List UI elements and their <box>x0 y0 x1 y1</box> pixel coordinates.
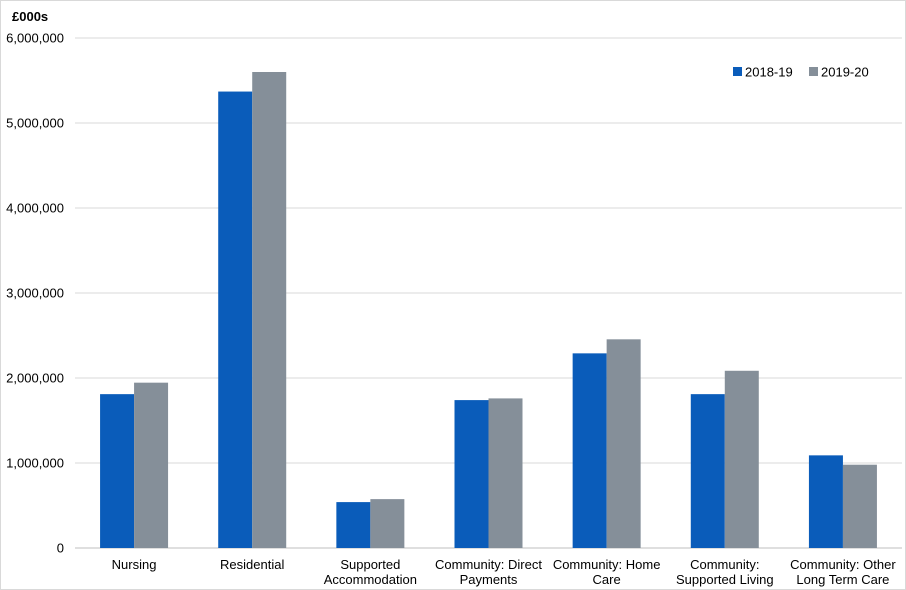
bar-2018-19 <box>336 502 371 548</box>
y-tick-label: 3,000,000 <box>6 286 64 301</box>
x-tick-label: Residential <box>220 557 284 572</box>
y-tick-label: 2,000,000 <box>6 371 64 386</box>
x-tick-label-line: Long Term Care <box>796 572 889 587</box>
bar-2019-20 <box>488 398 523 548</box>
bars <box>100 72 877 549</box>
x-tick-label-line: Accommodation <box>324 572 417 587</box>
x-tick-label-line: Care <box>593 572 621 587</box>
bar-2018-19 <box>100 394 135 548</box>
legend-label: 2019-20 <box>821 65 869 80</box>
bar-2019-20 <box>606 339 641 548</box>
x-tick-label-line: Community: Direct <box>435 557 542 572</box>
y-axis-unit-label: £000s <box>12 9 48 24</box>
legend: 2018-19 2019-20 <box>733 65 869 80</box>
bar-2019-20 <box>842 464 877 548</box>
y-axis-ticks: 0 1,000,000 2,000,000 3,000,000 4,000,000 5,0… <box>6 31 64 556</box>
legend-swatch <box>733 67 742 76</box>
x-tick-label: Community: Other Long Term Care <box>790 557 896 587</box>
x-tick-label: Nursing <box>112 557 157 572</box>
x-tick-label-line: Nursing <box>112 557 157 572</box>
y-tick-label: 4,000,000 <box>6 201 64 216</box>
x-tick-label: Community: Direct Payments <box>435 557 542 587</box>
bar-2019-20 <box>252 72 287 548</box>
bar-2018-19 <box>690 394 725 548</box>
bar-2019-20 <box>134 382 169 548</box>
x-tick-label-line: Community: Other <box>790 557 896 572</box>
bar-2018-19 <box>218 91 253 549</box>
x-tick-label-line: Community: <box>690 557 759 572</box>
bar-2018-19 <box>572 353 607 548</box>
x-tick-label-line: Payments <box>460 572 518 587</box>
y-tick-label: 5,000,000 <box>6 116 64 131</box>
bar-2019-20 <box>724 370 759 548</box>
legend-label: 2018-19 <box>745 65 793 80</box>
x-tick-label-line: Supported Living <box>676 572 774 587</box>
x-tick-label-line: Community: Home <box>553 557 661 572</box>
bar-2019-20 <box>370 499 405 548</box>
x-tick-label-line: Residential <box>220 557 284 572</box>
bar-2018-19 <box>808 455 843 548</box>
legend-swatch <box>809 67 818 76</box>
x-tick-label-line: Supported <box>340 557 400 572</box>
bar-2018-19 <box>454 400 489 548</box>
x-tick-label: Supported Accommodation <box>324 557 417 587</box>
x-axis-ticks: Nursing Residential Supported Accommodation… <box>112 557 897 587</box>
x-tick-label: Community: Supported Living <box>676 557 774 587</box>
y-tick-label: 1,000,000 <box>6 456 64 471</box>
x-tick-label: Community: Home Care <box>553 557 661 587</box>
y-tick-label: 0 <box>57 541 64 556</box>
gridlines <box>75 37 902 549</box>
y-tick-label: 6,000,000 <box>6 31 64 46</box>
